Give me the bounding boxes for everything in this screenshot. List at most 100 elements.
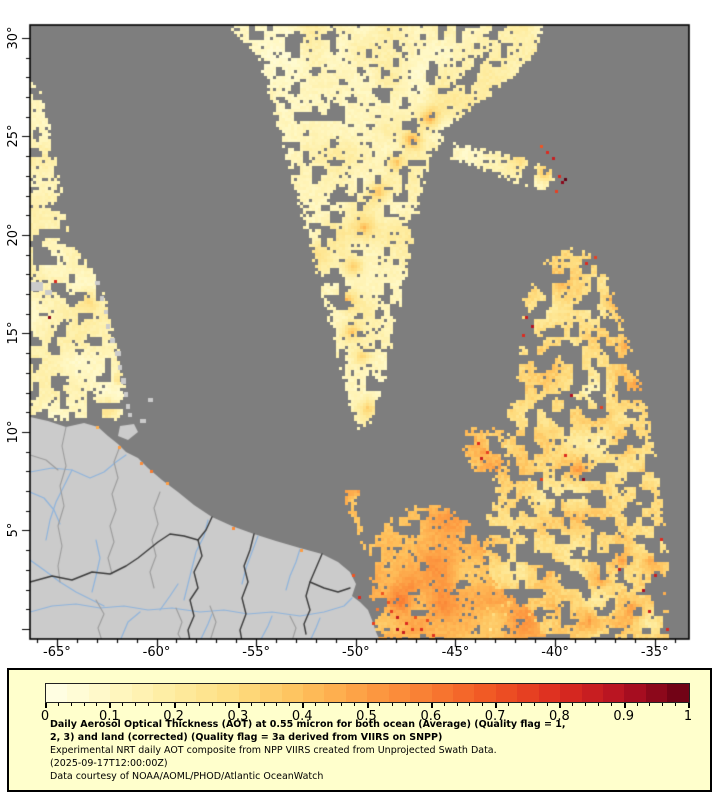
colorbar-minor-tick [585,703,587,706]
colorbar-segment [581,684,603,702]
colorbar-tick-label: 0.4 [291,709,313,724]
colorbar-segment [410,684,432,702]
colorbar-tick-label: 0.8 [549,709,570,724]
colorbar-major-tick [45,703,47,708]
colorbar-tick-label: 0.7 [484,709,506,724]
colorbar-minor-tick [405,703,407,706]
y-tick-label: 30° [5,26,21,50]
colorbar-minor-tick [96,703,98,706]
colorbar-minor-tick [276,703,278,706]
colorbar-tick-label: 0.9 [613,709,635,724]
caption-title-line-2: 2, 3) and land (corrected) (Quality flag… [50,732,443,743]
colorbar-segment [88,684,111,702]
colorbar-segment [560,684,582,702]
colorbar-segment [324,684,346,702]
colorbar-minor-tick [469,703,471,706]
colorbar-minor-tick [147,703,149,706]
y-tick-label: 20° [5,223,21,247]
colorbar-segment [538,684,561,702]
caption-timestamp: (2025-09-17T12:00:00Z) [50,758,168,769]
x-tick-label: -65° [43,645,71,660]
x-tick-label: -35° [640,645,669,660]
colorbar-minor-tick [57,703,59,706]
colorbar-major-tick [430,703,433,708]
colorbar-minor-tick [546,703,548,706]
colorbar-minor-tick [225,703,227,706]
colorbar-minor-tick [636,703,638,706]
colorbar-tick-label: 1 [683,709,693,724]
colorbar-minor-tick [212,703,214,706]
colorbar-minor-tick [83,703,85,706]
colorbar-major-tick [688,703,690,708]
colorbar-minor-tick [199,703,201,706]
colorbar-major-tick [109,703,112,708]
colorbar-minor-tick [417,703,419,706]
colorbar-minor-tick [507,703,509,706]
colorbar-tick-label: 0.3 [227,709,249,724]
colorbar-major-tick [173,703,176,708]
colorbar-segment [46,684,68,702]
colorbar-segment [517,684,539,702]
colorbar-minor-tick [315,703,317,706]
colorbar-minor-tick [610,703,612,706]
colorbar-tick-label: 0.5 [356,709,377,724]
figure-caption: Daily Aerosol Optical Thickness (AOT) at… [50,718,565,783]
colorbar-minor-tick [250,703,252,706]
colorbar-major-tick [302,703,305,708]
colorbar-segment [624,684,646,702]
colorbar-minor-tick [597,703,599,706]
colorbar-minor-tick [289,703,291,706]
colorbar-minor-tick [392,703,394,706]
y-tick-label: 25° [5,124,21,149]
colorbar-major-tick [237,703,240,708]
colorbar-tick-label: 0 [40,709,50,724]
colorbar-tick-label: 0.2 [163,709,184,724]
colorbar-segment [602,684,625,702]
colorbar-tick-label: 0.1 [98,709,120,724]
colorbar-minor-tick [327,703,329,706]
colorbar-major-tick [366,703,369,708]
colorbar-segment [195,684,218,702]
colorbar-minor-tick [186,703,188,706]
colorbar-minor-tick [572,703,574,706]
colorbar [45,683,690,703]
colorbar-segment [474,684,496,702]
colorbar-minor-tick [135,703,137,706]
colorbar-segment [153,684,175,702]
colorbar-segment [217,684,239,702]
x-tick-label: -55° [242,645,271,660]
colorbar-minor-tick [160,703,162,706]
x-tick-label: -50° [341,645,370,660]
colorbar-minor-tick [662,703,664,706]
colorbar-minor-tick [122,703,124,706]
caption-title-line-1: Daily Aerosol Optical Thickness (AOT) at… [50,719,566,730]
colorbar-segment [110,684,132,702]
colorbar-segment [131,684,154,702]
legend-panel: 0 0.1 0.2 0.3 0.4 0.5 0.6 0.7 0.8 0.9 1 Daily Aero… [7,668,712,792]
colorbar-segment [238,684,261,702]
caption-credit: Data courtesy of NOAA/AOML/PHOD/Atlantic… [50,771,324,782]
colorbar-segment [260,684,282,702]
colorbar-minor-tick [340,703,342,706]
x-tick-label: -60° [142,645,171,660]
colorbar-segment [174,684,196,702]
map-plot-area: -65° -60° -55° -50° -45° -40° -35° 30° 25° 20° 15… [0,0,720,660]
colorbar-minor-tick [379,703,381,706]
colorbar-major-tick [623,703,626,708]
colorbar-minor-tick [649,703,651,706]
colorbar-segment [431,684,454,702]
y-tick-label: 5° [5,523,21,538]
colorbar-minor-tick [456,703,458,706]
colorbar-segment [388,684,411,702]
colorbar-segment [645,684,668,702]
colorbar-minor-tick [675,703,677,706]
colorbar-major-tick [495,703,498,708]
colorbar-segment [281,684,304,702]
colorbar-segment [495,684,518,702]
colorbar-segment [303,684,325,702]
colorbar-minor-tick [443,703,445,706]
colorbar-segment [667,684,689,702]
y-tick-label: 10° [5,420,21,444]
colorbar-segment [453,684,475,702]
